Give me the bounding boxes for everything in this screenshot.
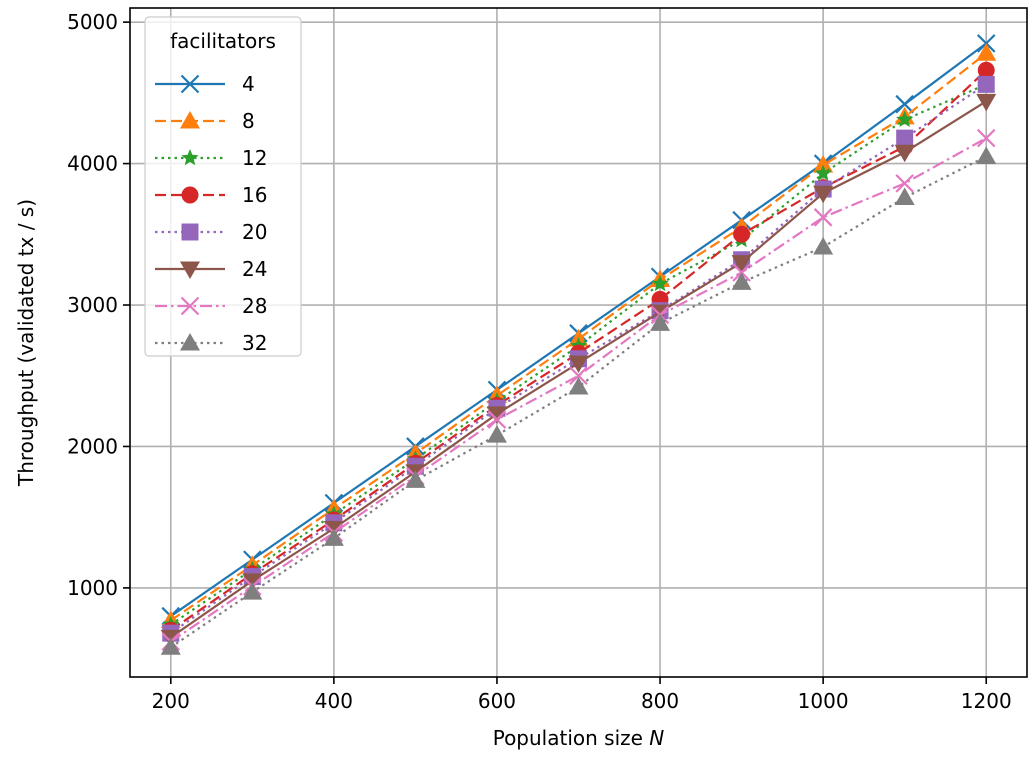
data-point	[486, 406, 507, 424]
series-line	[170, 83, 987, 626]
legend-label: 8	[242, 109, 255, 133]
legend-marker	[180, 111, 200, 129]
data-point	[733, 225, 751, 243]
series-32	[160, 146, 997, 655]
legend-marker	[180, 296, 200, 316]
data-point	[813, 208, 833, 227]
series-line	[170, 137, 987, 643]
x-axis-variable: N	[649, 726, 664, 750]
legend-entry: 8	[155, 109, 255, 133]
legend-label: 16	[242, 183, 267, 207]
data-point	[651, 274, 669, 292]
legend-marker	[181, 186, 199, 204]
data-point	[731, 272, 752, 290]
data-point	[405, 470, 426, 488]
series-layer	[160, 34, 997, 655]
data-point	[731, 255, 752, 273]
data-point	[976, 146, 997, 165]
legend-entry: 20	[155, 220, 267, 244]
data-point	[976, 128, 996, 148]
series-24	[160, 93, 997, 648]
legend-label: 32	[242, 331, 267, 355]
y-axis-title: Throughput (validated tx / s)	[14, 199, 38, 487]
x-axis-title: Population size N	[493, 726, 665, 750]
legend-title: facilitators	[170, 29, 276, 53]
legend: facilitators 4 8 12 16 20 24 28 32	[144, 16, 302, 357]
y-tick-label: 2000	[67, 434, 118, 458]
data-point	[813, 237, 834, 255]
data-point	[976, 93, 997, 112]
data-point	[487, 410, 507, 429]
legend-entry: 16	[155, 183, 267, 207]
x-tick-label: 200	[152, 689, 190, 713]
legend-label: 20	[242, 220, 267, 244]
data-point	[568, 355, 589, 374]
x-axis-title-text: Population size	[493, 726, 643, 750]
legend-marker	[180, 74, 200, 94]
series-line	[170, 69, 987, 632]
y-tick-label: 3000	[67, 293, 118, 317]
data-point	[323, 528, 344, 546]
data-point	[895, 94, 914, 114]
data-point	[650, 313, 671, 331]
x-tick-label: 1000	[798, 689, 849, 713]
legend-label: 4	[242, 72, 255, 96]
data-point	[568, 377, 589, 395]
data-point	[569, 366, 588, 386]
data-point	[894, 144, 915, 163]
y-tick-label: 5000	[67, 10, 118, 34]
legend-box	[144, 16, 302, 357]
series-line	[170, 83, 987, 635]
data-point	[895, 174, 914, 193]
legend-label: 24	[242, 257, 267, 281]
data-point	[896, 110, 914, 128]
x-tick-label: 600	[478, 689, 516, 713]
data-point	[976, 43, 997, 61]
data-point	[160, 637, 181, 655]
data-point	[813, 154, 834, 173]
legend-marker	[180, 333, 200, 351]
legend-entry: 12	[155, 146, 267, 170]
x-tick-label: 800	[641, 689, 679, 713]
legend-marker	[181, 223, 199, 241]
data-point	[977, 61, 995, 79]
series-line	[170, 155, 987, 649]
legend-label: 28	[242, 294, 267, 318]
y-tick-label: 1000	[67, 576, 118, 600]
axis-ticks: 200 400 600 800 1000 1200 1000 2000 3000 4000 5000	[67, 10, 1012, 713]
legend-entry: 32	[155, 331, 267, 355]
legend-label: 12	[242, 146, 267, 170]
data-point	[814, 164, 832, 181]
x-tick-label: 1200	[961, 689, 1012, 713]
data-point	[242, 582, 263, 600]
legend-marker	[180, 261, 200, 279]
data-point	[977, 75, 995, 93]
legend-marker	[181, 149, 199, 166]
y-tick-label: 4000	[67, 152, 118, 176]
data-point	[896, 129, 914, 147]
data-point	[813, 185, 834, 204]
data-point	[242, 573, 263, 591]
plot-frame	[129, 7, 1028, 678]
legend-entry: 24	[155, 257, 267, 281]
series-line	[170, 52, 987, 622]
legend-entry: 28	[155, 294, 267, 318]
legend-entries: 4 8 12 16 20 24 28 32	[155, 72, 267, 355]
data-point	[486, 425, 507, 443]
x-tick-label: 400	[315, 689, 353, 713]
data-point	[894, 187, 915, 206]
legend-entry: 4	[155, 72, 255, 96]
